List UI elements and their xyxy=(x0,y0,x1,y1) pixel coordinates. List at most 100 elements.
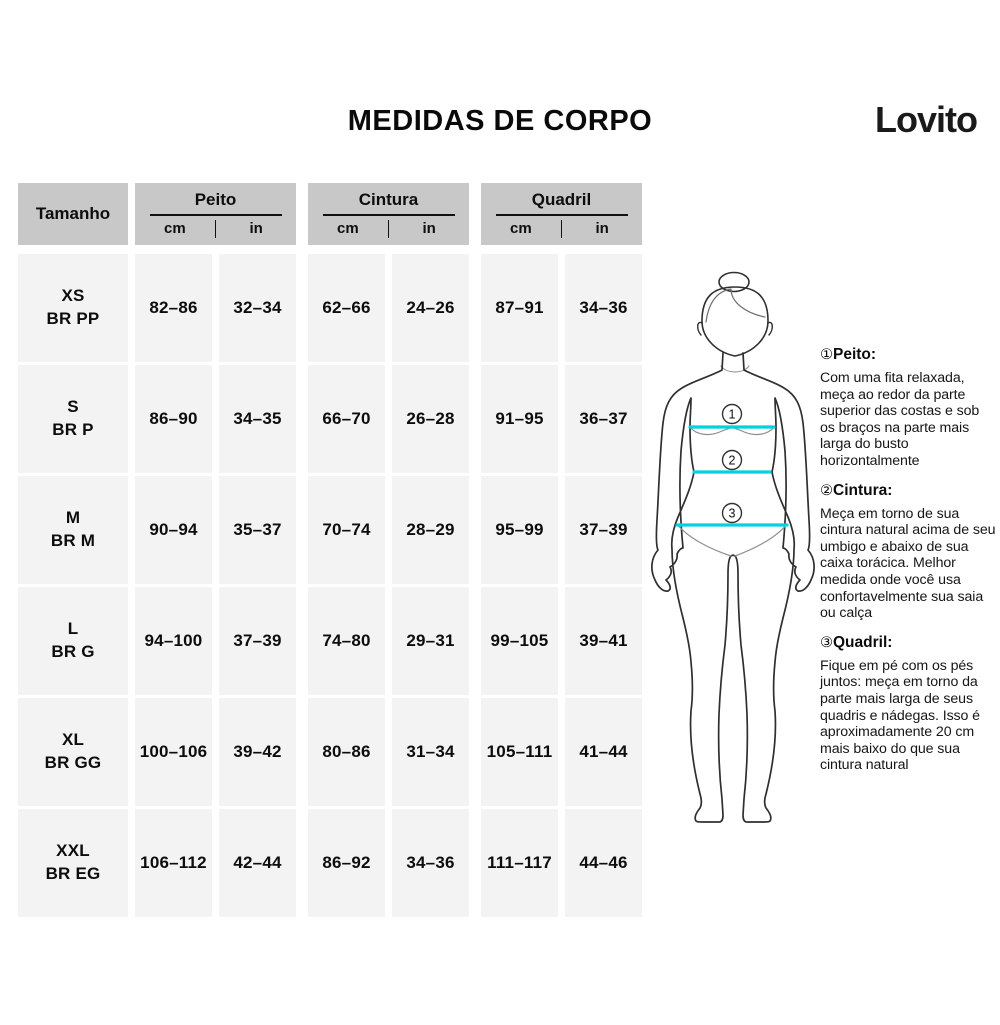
instruction-heading: ③Quadril: xyxy=(820,634,997,652)
instruction-heading: ①Peito: xyxy=(820,346,997,364)
value-cell: 31–34 xyxy=(392,698,469,806)
unit-label-cm: cm xyxy=(510,220,532,238)
instruction-text: Fique em pé com os pés juntos: meça em t… xyxy=(820,657,980,774)
unit-label-cm: cm xyxy=(337,220,359,238)
circled-number-2: ② xyxy=(820,482,833,499)
value-cell: 100–106 xyxy=(135,698,212,806)
unit-divider xyxy=(560,219,563,238)
table-row-xxl: XXL BR EG 106–112 42–44 86–92 34–36 111–… xyxy=(18,809,644,917)
measurements-table: Tamanho Peito cm in Cintura cm in xyxy=(18,183,644,917)
value-cell: 29–31 xyxy=(392,587,469,695)
group-label-cintura: Cintura xyxy=(358,190,419,210)
value-cell: 87–91 xyxy=(481,254,558,362)
instruction-label: Peito: xyxy=(833,346,877,363)
circled-number-3: ③ xyxy=(820,634,833,651)
size-label: XXL xyxy=(56,841,90,861)
value-cell: 41–44 xyxy=(565,698,642,806)
head-outline xyxy=(701,286,769,357)
size-cell: XXL BR EG xyxy=(18,809,128,917)
size-cell: XS BR PP xyxy=(18,254,128,362)
marker-number-1: 1 xyxy=(729,408,736,422)
table-row-s: S BR P 86–90 34–35 66–70 26–28 91–95 36–… xyxy=(18,365,644,473)
hair-sweep xyxy=(705,288,766,323)
value-cell: 106–112 xyxy=(135,809,212,917)
instruction-section-cintura: ②Cintura: Meça em torno de sua cintura n… xyxy=(820,482,997,622)
group-label-peito: Peito xyxy=(194,190,237,210)
unit-row: cm in xyxy=(135,218,296,240)
value-cell: 32–34 xyxy=(219,254,296,362)
group-label-quadril: Quadril xyxy=(531,190,592,210)
page-title: MEDIDAS DE CORPO xyxy=(347,105,653,137)
size-cell: L BR G xyxy=(18,587,128,695)
instruction-text: Meça em torno de sua cintura natural aci… xyxy=(820,505,996,622)
measurement-instructions: ①Peito: Com uma fita relaxada, meça ao r… xyxy=(820,346,997,786)
size-label: S xyxy=(67,397,79,417)
unit-label-cm: cm xyxy=(164,220,186,238)
value-cell: 34–36 xyxy=(392,809,469,917)
instruction-section-peito: ①Peito: Com uma fita relaxada, meça ao r… xyxy=(820,346,997,470)
instruction-label: Cintura: xyxy=(833,481,893,499)
value-cell: 39–41 xyxy=(565,587,642,695)
value-cell: 105–111 xyxy=(481,698,558,806)
marker-circle-3 xyxy=(721,502,743,524)
value-cell: 70–74 xyxy=(308,476,385,584)
value-cell: 91–95 xyxy=(481,365,558,473)
instruction-text: Com uma fita relaxada, meça ao redor da … xyxy=(820,370,980,469)
table-row-xs: XS BR PP 82–86 32–34 62–66 24–26 87–91 3… xyxy=(18,254,644,362)
column-header-tamanho: Tamanho xyxy=(18,183,128,245)
briefs-line-right xyxy=(734,523,788,557)
value-cell: 94–100 xyxy=(135,587,212,695)
right-ear xyxy=(767,321,773,336)
body-outline xyxy=(651,352,815,823)
marker-number-3: 3 xyxy=(729,507,736,521)
size-label-br: BR PP xyxy=(46,309,100,328)
value-cell: 35–37 xyxy=(219,476,296,584)
column-group-quadril: Quadril cm in xyxy=(481,183,642,245)
value-cell: 62–66 xyxy=(308,254,385,362)
value-cell: 34–36 xyxy=(565,254,642,362)
value-cell: 66–70 xyxy=(308,365,385,473)
left-ear xyxy=(697,321,703,336)
instruction-heading: ②Cintura: xyxy=(820,482,997,500)
brand-logo: Lovito xyxy=(875,99,978,140)
value-cell: 34–35 xyxy=(219,365,296,473)
value-cell: 42–44 xyxy=(219,809,296,917)
size-cell: S BR P xyxy=(18,365,128,473)
size-label-br: BR G xyxy=(51,642,95,661)
group-underline xyxy=(322,214,455,216)
unit-row: cm in xyxy=(481,218,642,240)
value-cell: 26–28 xyxy=(392,365,469,473)
value-cell: 74–80 xyxy=(308,587,385,695)
unit-label-in: in xyxy=(595,220,609,238)
hair-bun xyxy=(718,271,750,293)
size-label: XS xyxy=(61,286,85,306)
table-row-xl: XL BR GG 100–106 39–42 80–86 31–34 105–1… xyxy=(18,698,644,806)
value-cell: 90–94 xyxy=(135,476,212,584)
size-label-br: BR EG xyxy=(45,864,101,883)
value-cell: 37–39 xyxy=(219,587,296,695)
value-cell: 36–37 xyxy=(565,365,642,473)
table-row-l: L BR G 94–100 37–39 74–80 29–31 99–105 3… xyxy=(18,587,644,695)
size-label: XL xyxy=(61,730,85,750)
unit-row: cm in xyxy=(308,218,469,240)
size-label-br: BR P xyxy=(52,420,94,439)
value-cell: 82–86 xyxy=(135,254,212,362)
size-label: L xyxy=(67,619,79,639)
unit-divider xyxy=(214,219,217,238)
body-figure-illustration: 1 2 3 xyxy=(651,271,815,823)
value-cell: 39–42 xyxy=(219,698,296,806)
group-underline xyxy=(149,214,282,216)
group-underline xyxy=(495,214,628,216)
value-cell: 44–46 xyxy=(565,809,642,917)
column-group-peito: Peito cm in xyxy=(135,183,296,245)
column-group-cintura: Cintura cm in xyxy=(308,183,469,245)
value-cell: 28–29 xyxy=(392,476,469,584)
unit-label-in: in xyxy=(249,220,263,238)
table-row-m: M BR M 90–94 35–37 70–74 28–29 95–99 37–… xyxy=(18,476,644,584)
size-cell: M BR M xyxy=(18,476,128,584)
size-label: M xyxy=(65,508,81,528)
value-cell: 80–86 xyxy=(308,698,385,806)
value-cell: 24–26 xyxy=(392,254,469,362)
unit-label-in: in xyxy=(422,220,436,238)
